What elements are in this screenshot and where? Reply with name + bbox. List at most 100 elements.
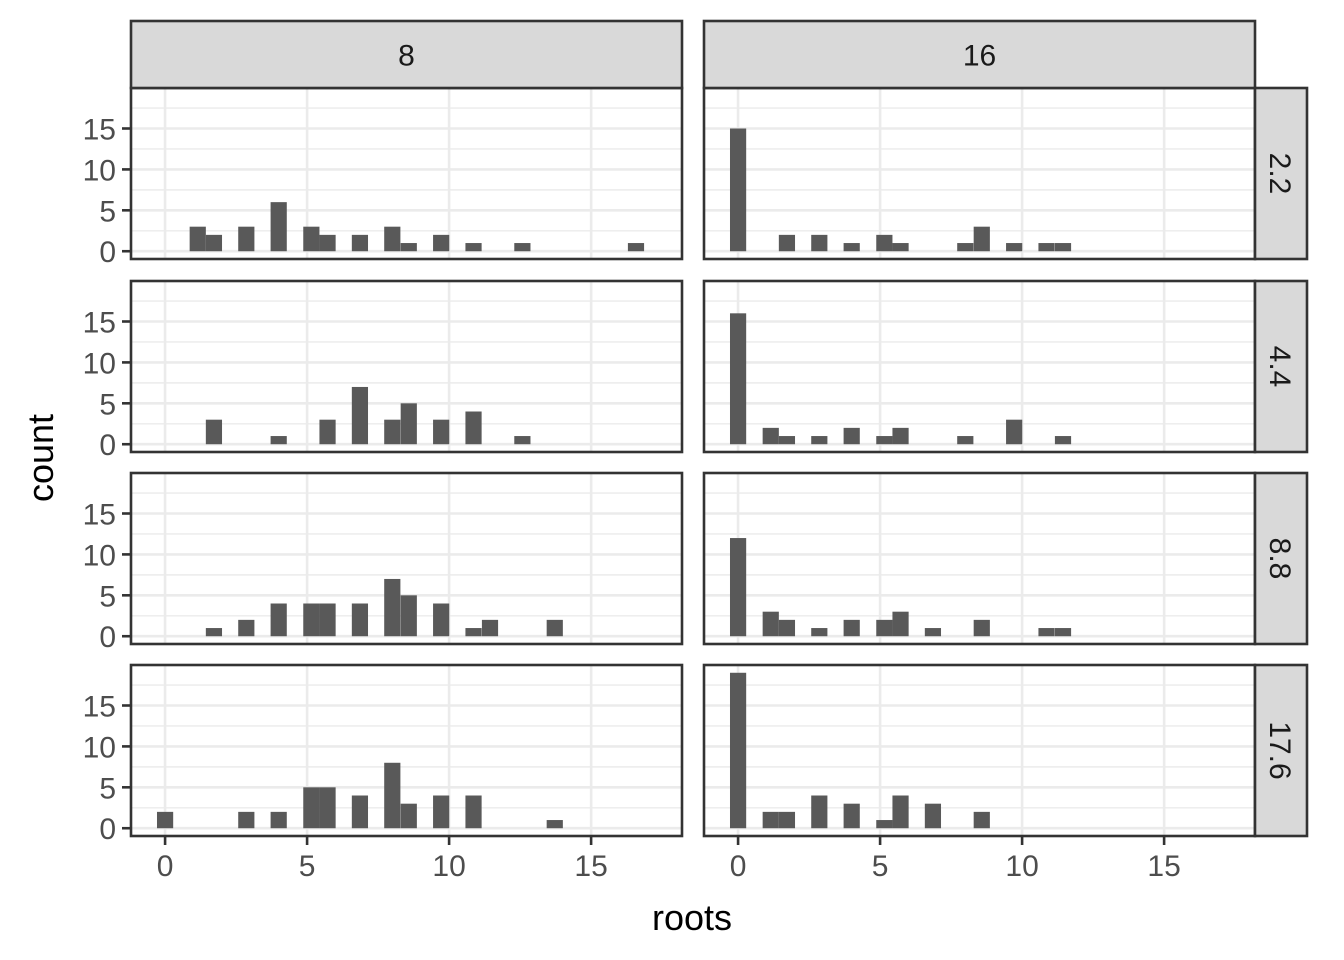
histogram-bar <box>957 243 974 252</box>
histogram-bar <box>546 820 563 829</box>
x-tick-label: 15 <box>1147 850 1180 883</box>
histogram-bar <box>762 611 779 637</box>
panel-frame <box>129 663 684 838</box>
histogram-bar <box>924 628 942 637</box>
histogram-bar <box>957 436 974 445</box>
histogram-bar <box>892 795 909 829</box>
histogram-bar <box>1038 628 1055 637</box>
histogram-bar <box>303 603 320 637</box>
histogram-bar <box>400 595 417 637</box>
y-tick-label: 10 <box>83 731 116 764</box>
histogram-bar <box>778 234 796 252</box>
y-tick-label: 0 <box>99 621 116 654</box>
histogram-bar <box>729 313 747 445</box>
histogram-bar <box>465 795 482 829</box>
histogram-bar <box>627 243 645 252</box>
y-tick-label: 10 <box>83 539 116 572</box>
x-tick-label: 0 <box>730 850 747 883</box>
histogram-bar <box>303 787 320 829</box>
histogram-bar <box>843 803 860 829</box>
histogram-bar <box>270 436 287 445</box>
histogram-bar <box>270 811 287 829</box>
histogram-bar <box>892 611 909 637</box>
histogram-bar <box>729 672 747 829</box>
histogram-bar <box>843 427 860 445</box>
histogram-bar <box>270 202 287 252</box>
panel-frame <box>129 279 684 454</box>
histogram-bar <box>1054 243 1072 252</box>
histogram-bar <box>876 234 893 252</box>
panel-frame <box>129 86 684 261</box>
histogram-bar <box>514 436 531 445</box>
histogram-bar <box>778 619 796 637</box>
facet-strip-row-label: 2.2 <box>1263 153 1296 195</box>
histogram-bar <box>843 619 860 637</box>
histogram-bar <box>465 243 482 252</box>
x-tick-label: 10 <box>1005 850 1038 883</box>
histogram-bar <box>729 538 747 637</box>
y-tick-label: 0 <box>99 813 116 846</box>
y-tick-label: 15 <box>83 499 116 532</box>
x-tick-label: 10 <box>432 850 465 883</box>
histogram-bar <box>319 603 336 637</box>
histogram-bar <box>729 128 747 252</box>
histogram-bar <box>892 243 909 252</box>
histogram-bar <box>1006 243 1023 252</box>
histogram-bar <box>778 811 796 829</box>
y-tick-label: 10 <box>83 347 116 380</box>
histogram-bar <box>514 243 531 252</box>
histogram-bar <box>351 603 369 637</box>
histogram-bar <box>238 619 255 637</box>
histogram-bar <box>1054 436 1072 445</box>
histogram-bar <box>811 628 828 637</box>
histogram-bar <box>924 803 942 829</box>
histogram-bar <box>433 795 450 829</box>
histogram-bar <box>433 419 450 445</box>
y-tick-label: 15 <box>83 114 116 147</box>
histogram-bar <box>1038 243 1055 252</box>
facet-strip-row <box>1253 471 1309 646</box>
histogram-bar <box>351 234 369 252</box>
histogram-bar <box>400 403 417 445</box>
histogram-bar <box>238 226 255 252</box>
histogram-bar <box>433 234 450 252</box>
histogram-bar <box>876 619 893 637</box>
y-tick-label: 5 <box>99 388 116 421</box>
x-tick-label: 5 <box>299 850 316 883</box>
facet-strip-row <box>1253 86 1309 261</box>
histogram-bar <box>205 419 223 445</box>
facet-strip-row-label: 4.4 <box>1263 346 1296 388</box>
histogram-bar <box>1006 419 1023 445</box>
y-tick-label: 0 <box>99 429 116 462</box>
histogram-bar <box>811 795 828 829</box>
histogram-bar <box>465 411 482 445</box>
histogram-bar <box>973 619 990 637</box>
panel-frame <box>702 663 1257 838</box>
histogram-bar <box>778 436 796 445</box>
facet-strip-col-label: 8 <box>398 40 415 73</box>
histogram-bar <box>270 603 287 637</box>
histogram-bar <box>973 226 990 252</box>
histogram-bar <box>189 226 206 252</box>
y-tick-label: 10 <box>83 154 116 187</box>
y-tick-label: 0 <box>99 236 116 269</box>
y-axis-title: count <box>20 414 61 502</box>
histogram-bar <box>400 803 417 829</box>
histogram-bar <box>892 427 909 445</box>
histogram-bar <box>400 243 417 252</box>
histogram-bar <box>319 234 336 252</box>
y-tick-label: 5 <box>99 580 116 613</box>
facet-strip-col-label: 16 <box>963 40 996 73</box>
histogram-bar <box>465 628 482 637</box>
panel-frame <box>129 471 684 646</box>
facet-strip-row <box>1253 279 1309 454</box>
histogram-bar <box>1054 628 1072 637</box>
x-axis-title: roots <box>652 897 732 938</box>
histogram-bar <box>876 820 893 829</box>
histogram-bar <box>384 419 401 445</box>
facet-strip-row <box>1253 663 1309 838</box>
histogram-bar <box>351 795 369 829</box>
x-tick-label: 0 <box>157 850 174 883</box>
histogram-bar <box>384 578 401 637</box>
